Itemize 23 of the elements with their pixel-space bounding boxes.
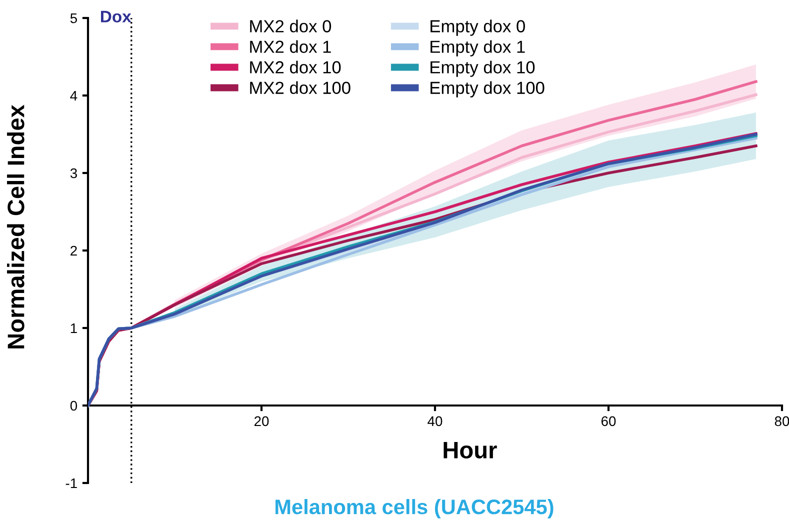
x-tick-label: 20	[254, 416, 269, 426]
y-tick-label: 2	[70, 246, 77, 256]
x-tick-label: 40	[428, 416, 442, 426]
legend-label: Empty dox 0	[430, 20, 525, 36]
legend-label: Empty dox 100	[430, 81, 544, 98]
legend-label: MX2 dox 0	[250, 20, 332, 32]
y-tick-label: 3	[70, 168, 77, 178]
y-tick-label: -1	[66, 478, 77, 488]
legend-label: MX2 dox 100	[250, 81, 350, 94]
y-tick-label: 0	[70, 400, 78, 411]
x-tick-label: 60	[601, 416, 616, 426]
legend-label: MX2 dox 10	[250, 60, 341, 74]
y-tick-label: 5	[70, 13, 77, 24]
x-tick-label: 80	[774, 416, 789, 426]
ref-line-label: Dox	[101, 10, 132, 22]
y-tick-label: 4	[70, 90, 78, 101]
y-tick-label: 1	[70, 323, 77, 334]
legend-label: Empty dox 10	[430, 60, 535, 77]
text: Melanoma cells (UACC2545)	[276, 499, 554, 518]
legend-label: Empty dox 1	[430, 40, 525, 56]
y-axis-title: Normalized Cell Index	[7, 104, 24, 348]
legend-label: MX2 dox 1	[250, 40, 331, 53]
x-axis-title: Hour	[444, 442, 497, 458]
